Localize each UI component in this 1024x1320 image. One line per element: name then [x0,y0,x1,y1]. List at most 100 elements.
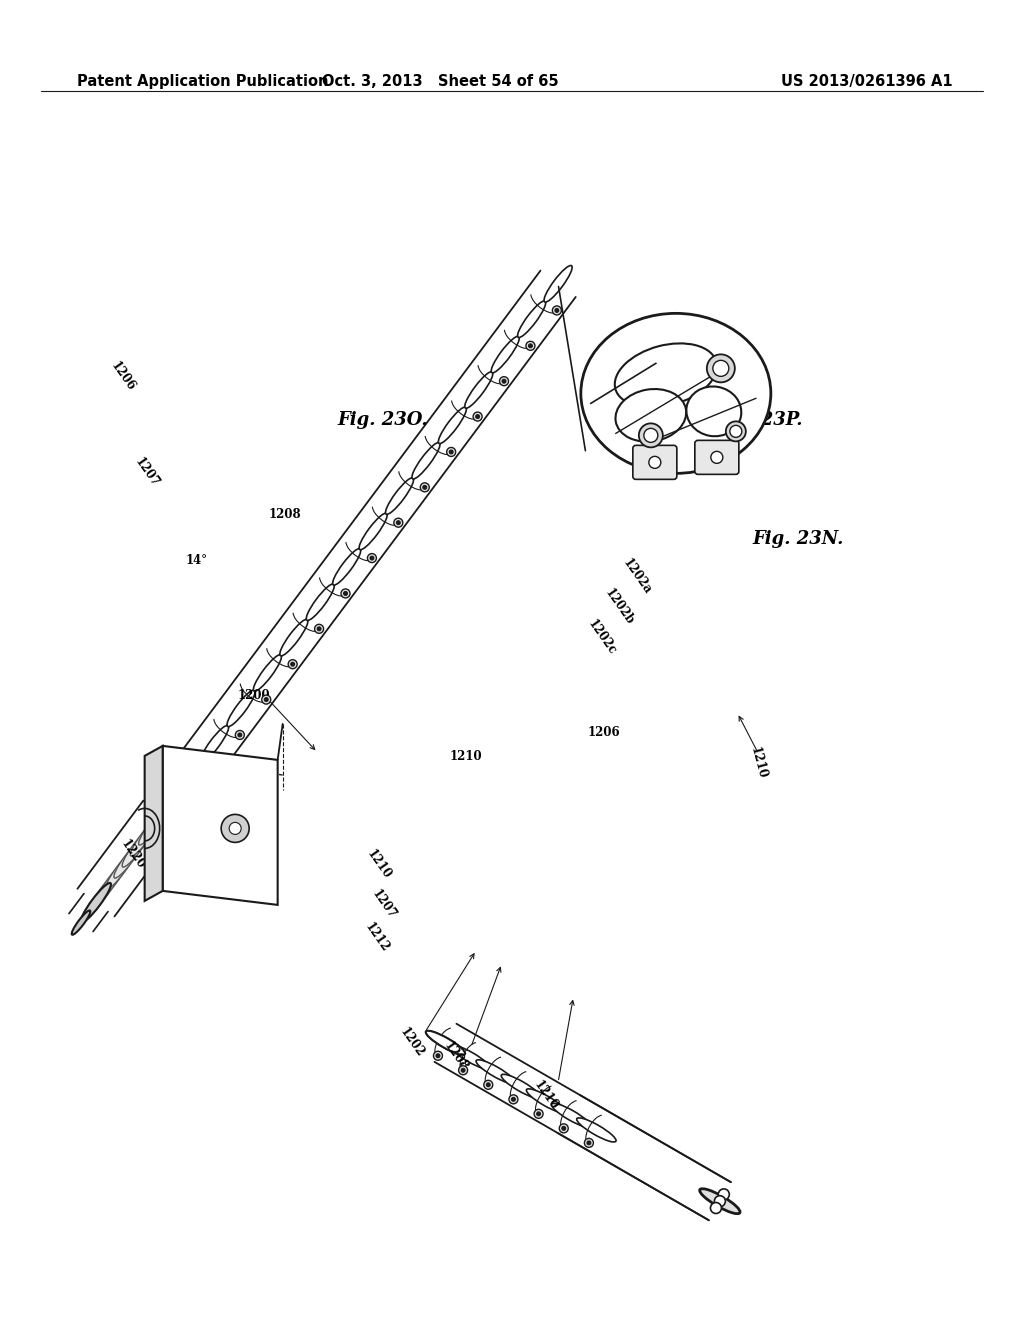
Text: Oct. 3, 2013   Sheet 54 of 65: Oct. 3, 2013 Sheet 54 of 65 [322,74,559,90]
Circle shape [423,486,427,490]
Circle shape [537,1111,541,1115]
Circle shape [182,801,191,810]
Ellipse shape [385,478,414,515]
Ellipse shape [280,619,308,656]
Ellipse shape [146,795,177,834]
Circle shape [715,1196,725,1206]
Circle shape [502,379,506,383]
Circle shape [473,412,482,421]
Circle shape [236,730,245,739]
Circle shape [475,414,479,418]
Text: 1202c: 1202c [586,618,618,657]
Circle shape [446,447,456,457]
Circle shape [711,1203,722,1213]
Ellipse shape [526,1089,565,1113]
Circle shape [221,814,249,842]
Ellipse shape [614,343,717,408]
Ellipse shape [476,1060,515,1084]
Text: 1206: 1206 [588,726,621,739]
Polygon shape [144,746,163,900]
Circle shape [185,804,189,808]
Circle shape [587,1140,591,1144]
Circle shape [209,766,218,775]
Circle shape [713,360,729,376]
Text: 1208: 1208 [268,508,301,521]
Ellipse shape [138,805,169,845]
Text: 1202: 1202 [397,1026,426,1060]
Circle shape [483,1080,493,1089]
Circle shape [555,309,559,313]
Text: US 2013/0261396 A1: US 2013/0261396 A1 [780,74,952,90]
Text: 1207: 1207 [132,455,161,490]
Ellipse shape [699,1189,740,1213]
Ellipse shape [174,760,203,797]
Circle shape [436,1053,440,1057]
Ellipse shape [122,828,153,867]
Text: Fig. 23O.: Fig. 23O. [338,411,429,429]
Text: 1210: 1210 [450,750,482,763]
Circle shape [211,768,215,772]
Ellipse shape [306,583,335,620]
Ellipse shape [544,265,572,302]
Ellipse shape [577,1118,616,1142]
Circle shape [707,354,735,383]
Ellipse shape [333,549,360,585]
Circle shape [718,1189,729,1200]
Circle shape [526,342,535,350]
Polygon shape [163,746,278,906]
Ellipse shape [501,1074,541,1098]
Ellipse shape [81,883,111,923]
Ellipse shape [465,372,493,408]
Ellipse shape [552,1104,591,1127]
Circle shape [528,343,532,347]
Circle shape [317,627,322,631]
Circle shape [288,660,297,669]
Circle shape [343,591,347,595]
Text: 1210: 1210 [365,847,393,882]
Text: Fig. 23N.: Fig. 23N. [753,529,844,548]
Circle shape [649,457,660,469]
Circle shape [238,733,242,737]
Text: Patent Application Publication: Patent Application Publication [77,74,329,90]
Ellipse shape [130,817,161,857]
Ellipse shape [227,690,255,726]
Ellipse shape [147,795,176,834]
Text: 1207: 1207 [370,887,398,921]
Circle shape [291,663,295,667]
Circle shape [420,483,429,492]
Ellipse shape [492,337,519,372]
Circle shape [368,553,377,562]
Text: 1210: 1210 [748,746,768,780]
Text: 1200: 1200 [238,689,270,702]
Circle shape [450,450,454,454]
Text: 1208: 1208 [441,1039,470,1073]
Circle shape [229,822,242,834]
Circle shape [264,697,268,701]
Ellipse shape [147,796,176,833]
Ellipse shape [97,861,127,900]
Ellipse shape [426,1031,465,1055]
Circle shape [644,429,657,442]
Circle shape [396,520,400,524]
Circle shape [585,1138,593,1147]
Circle shape [370,556,374,560]
Circle shape [559,1123,568,1133]
Ellipse shape [72,911,90,935]
Text: 14°: 14° [185,554,208,568]
Circle shape [509,1094,518,1104]
Text: 1220: 1220 [119,837,147,871]
Circle shape [711,451,723,463]
Ellipse shape [89,873,119,911]
Text: 1202a: 1202a [620,557,654,597]
Circle shape [486,1082,490,1086]
Ellipse shape [253,655,282,692]
Circle shape [511,1097,515,1101]
Circle shape [552,306,561,315]
Ellipse shape [581,313,771,474]
Circle shape [459,1065,468,1074]
Circle shape [461,1068,465,1072]
Ellipse shape [412,442,440,479]
Ellipse shape [686,387,741,436]
Circle shape [394,519,402,527]
FancyBboxPatch shape [695,441,739,474]
